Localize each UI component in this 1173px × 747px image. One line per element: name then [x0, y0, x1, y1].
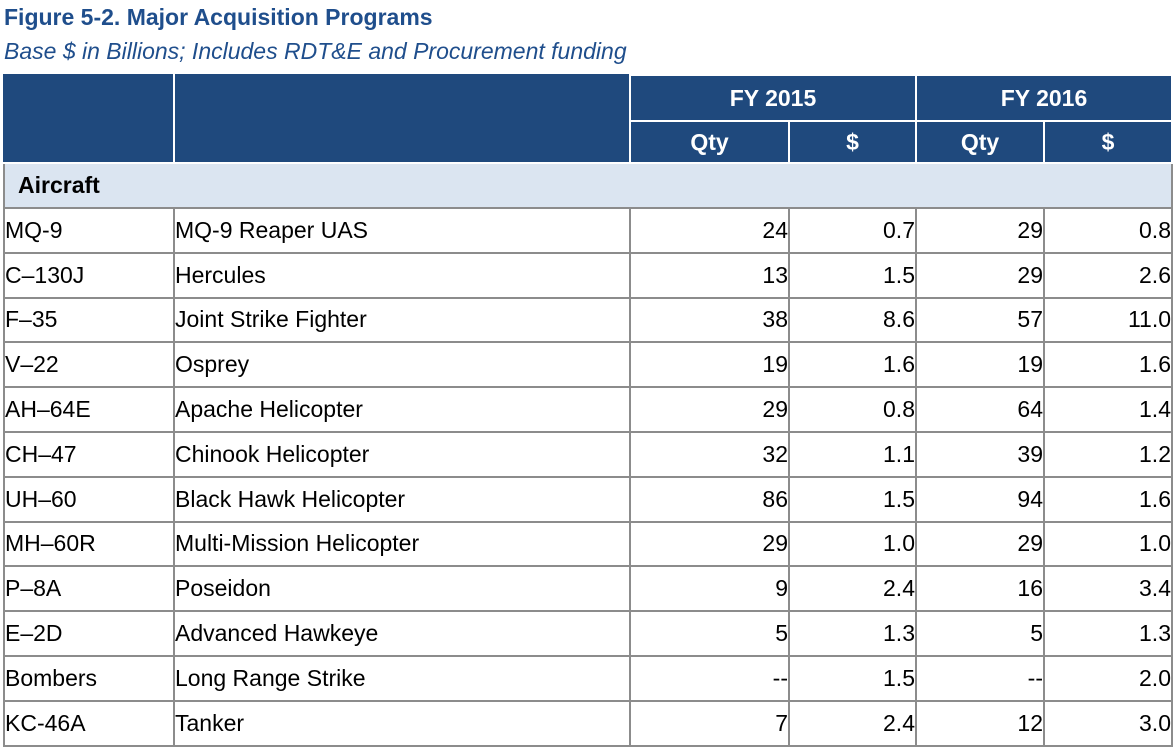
fy2015-qty-cell: 19	[629, 341, 790, 389]
program-code: P–8A	[3, 565, 175, 613]
program-name: MQ-9 Reaper UAS	[173, 207, 631, 254]
fy2015-qty-cell: 9	[629, 565, 790, 613]
program-code: KC-46A	[3, 699, 175, 747]
year-header-row: FY 2015 FY 2016	[3, 74, 1173, 164]
header-blank-name	[173, 74, 631, 164]
table-row: F–35 Joint Strike Fighter 38 8.6 57 11.0	[3, 296, 1173, 344]
program-name: Long Range Strike	[173, 654, 631, 702]
header-blank-code	[3, 74, 175, 164]
fy2016-amount-cell: 3.0	[1043, 699, 1173, 747]
table-row: MH–60R Multi-Mission Helicopter 29 1.0 29 1.0	[3, 520, 1173, 568]
program-name: Osprey	[173, 341, 631, 389]
fy2016-qty-cell: 19	[915, 341, 1045, 389]
header-fy2016-qty: Qty	[915, 120, 1045, 164]
fy2015-amount-cell: 1.1	[788, 430, 917, 478]
fy2016-amount-cell: 2.6	[1043, 251, 1173, 299]
program-name: Apache Helicopter	[173, 386, 631, 433]
program-name: Joint Strike Fighter	[173, 296, 631, 344]
fy2015-qty-cell: 29	[629, 386, 790, 433]
program-name: Hercules	[173, 251, 631, 299]
program-name: Poseidon	[173, 565, 631, 613]
fy2016-qty-cell: 12	[915, 699, 1045, 747]
program-code: F–35	[3, 296, 175, 344]
fy2015-amount-cell: 1.5	[788, 475, 917, 523]
table-row: E–2D Advanced Hawkeye 5 1.3 5 1.3	[3, 610, 1173, 657]
program-name: Chinook Helicopter	[173, 430, 631, 478]
table-row: CH–47 Chinook Helicopter 32 1.1 39 1.2	[3, 430, 1173, 478]
header-fy2015-amount: $	[788, 120, 917, 164]
fy2015-qty-cell: 7	[629, 699, 790, 747]
table-row: P–8A Poseidon 9 2.4 16 3.4	[3, 565, 1173, 613]
fy2015-qty-cell: 86	[629, 475, 790, 523]
program-name: Multi-Mission Helicopter	[173, 520, 631, 568]
fy2015-amount-cell: 0.8	[788, 386, 917, 433]
sub-header-row: Qty $ Qty $	[4, 120, 1173, 164]
program-code: AH–64E	[3, 386, 175, 433]
fy2015-qty-cell: 32	[629, 430, 790, 478]
fy2016-qty-cell: 94	[915, 475, 1045, 523]
fy2016-qty-cell: 29	[915, 251, 1045, 299]
fy2016-amount-cell: 2.0	[1043, 654, 1173, 702]
fy2016-amount-cell: 1.3	[1043, 610, 1173, 657]
program-name: Tanker	[173, 699, 631, 747]
fy2016-amount-cell: 3.4	[1043, 565, 1173, 613]
program-code: Bombers	[3, 654, 175, 702]
header-fy2016-amount: $	[1043, 120, 1173, 164]
table-row: AH–64E Apache Helicopter 29 0.8 64 1.4	[3, 386, 1173, 433]
fy2015-amount-cell: 8.6	[788, 296, 917, 344]
header-fy2015: FY 2015	[629, 74, 917, 122]
fy2016-amount-cell: 1.6	[1043, 475, 1173, 523]
figure-subtitle: Base $ in Billions; Includes RDT&E and P…	[4, 38, 627, 64]
fy2015-amount-cell: 2.4	[788, 699, 917, 747]
fy2016-amount-cell: 1.4	[1043, 386, 1173, 433]
table-row: Bombers Long Range Strike -- 1.5 -- 2.0	[3, 654, 1173, 702]
header-fy2015-qty: Qty	[629, 120, 790, 164]
fy2016-amount-cell: 1.0	[1043, 520, 1173, 568]
fy2016-qty-cell: 29	[915, 207, 1045, 254]
fy2016-amount-cell: 0.8	[1043, 207, 1173, 254]
fy2015-qty-cell: 38	[629, 296, 790, 344]
fy2015-qty-cell: 13	[629, 251, 790, 299]
fy2016-qty-cell: 5	[915, 610, 1045, 657]
fy2016-qty-cell: 39	[915, 430, 1045, 478]
program-code: E–2D	[3, 610, 175, 657]
fy2016-qty-cell: 29	[915, 520, 1045, 568]
fy2015-amount-cell: 1.0	[788, 520, 917, 568]
table-row: MQ-9 MQ-9 Reaper UAS 24 0.7 29 0.8	[3, 207, 1173, 254]
table-row: UH–60 Black Hawk Helicopter 86 1.5 94 1.6	[3, 475, 1173, 523]
program-code: MH–60R	[3, 520, 175, 568]
fy2016-qty-cell: 57	[915, 296, 1045, 344]
fy2015-qty-cell: 5	[629, 610, 790, 657]
table-row: C–130J Hercules 13 1.5 29 2.6	[3, 251, 1173, 299]
fy2015-amount-cell: 1.3	[788, 610, 917, 657]
section-row: Aircraft	[3, 162, 1173, 209]
program-code: UH–60	[3, 475, 175, 523]
header-fy2016: FY 2016	[915, 74, 1173, 122]
fy2015-amount-cell: 1.5	[788, 654, 917, 702]
fy2015-qty-cell: --	[629, 654, 790, 702]
fy2015-amount-cell: 1.6	[788, 341, 917, 389]
acquisition-programs-table: FY 2015 FY 2016 Qty $ Qty $ Aircraft MQ-…	[3, 74, 1173, 747]
fy2015-amount-cell: 0.7	[788, 207, 917, 254]
figure-title: Figure 5-2. Major Acquisition Programs	[4, 4, 433, 30]
program-code: C–130J	[3, 251, 175, 299]
program-name: Advanced Hawkeye	[173, 610, 631, 657]
section-label: Aircraft	[3, 162, 1173, 209]
fy2016-qty-cell: 64	[915, 386, 1045, 433]
program-code: V–22	[3, 341, 175, 389]
table-row: KC-46A Tanker 7 2.4 12 3.0	[3, 699, 1173, 747]
program-code: CH–47	[3, 430, 175, 478]
fy2016-qty-cell: 16	[915, 565, 1045, 613]
program-name: Black Hawk Helicopter	[173, 475, 631, 523]
fy2016-amount-cell: 11.0	[1043, 296, 1173, 344]
fy2015-amount-cell: 1.5	[788, 251, 917, 299]
fy2015-amount-cell: 2.4	[788, 565, 917, 613]
fy2015-qty-cell: 24	[629, 207, 790, 254]
program-code: MQ-9	[3, 207, 175, 254]
fy2016-amount-cell: 1.2	[1043, 430, 1173, 478]
fy2016-qty-cell: --	[915, 654, 1045, 702]
table-row: V–22 Osprey 19 1.6 19 1.6	[3, 341, 1173, 389]
fy2016-amount-cell: 1.6	[1043, 341, 1173, 389]
fy2015-qty-cell: 29	[629, 520, 790, 568]
